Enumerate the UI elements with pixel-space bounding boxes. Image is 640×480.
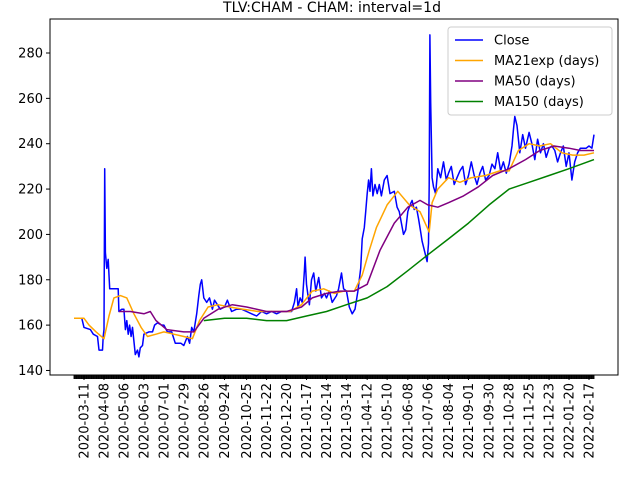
y-tick-label: 180 xyxy=(18,273,43,288)
plot-frame xyxy=(49,18,619,376)
x-tick-label: 2021-03-14 xyxy=(340,383,355,459)
x-tick-label: 2022-01-20 xyxy=(563,383,578,459)
x-tick-label: 2021-11-25 xyxy=(523,383,538,459)
plot-area xyxy=(74,34,595,358)
y-tick-label: 280 xyxy=(18,47,43,62)
y-tick-label: 240 xyxy=(18,137,43,152)
x-tick-label: 2021-09-30 xyxy=(483,383,498,459)
legend-label: MA150 (days) xyxy=(494,95,584,110)
x-tick-label: 2020-04-08 xyxy=(98,383,113,459)
x-tick-label: 2020-05-06 xyxy=(117,383,132,459)
legend-label: Close xyxy=(494,34,529,49)
y-tick-label: 160 xyxy=(18,319,43,334)
series-line-close xyxy=(74,34,595,358)
x-tick-label: 2021-04-12 xyxy=(361,383,376,459)
x-tick-label: 2021-08-04 xyxy=(442,383,457,459)
chart-title: TLV:CHAM - CHAM: interval=1d xyxy=(222,0,441,16)
x-tick-label: 2020-06-03 xyxy=(137,383,152,459)
x-tick-label: 2021-01-17 xyxy=(300,383,315,459)
legend-label: MA21exp (days) xyxy=(494,54,599,69)
x-minor-ticks xyxy=(73,375,595,379)
series-line-ma150-days xyxy=(203,158,595,322)
legend-label: MA50 (days) xyxy=(494,75,576,90)
y-tick-label: 200 xyxy=(18,228,43,243)
x-tick-label: 2021-12-23 xyxy=(543,383,558,459)
x-tick-label: 2021-06-08 xyxy=(401,383,416,459)
y-tick-label: 260 xyxy=(18,92,43,107)
x-tick-label: 2020-07-29 xyxy=(177,383,192,459)
series-lines xyxy=(74,34,595,358)
series-line-ma50-days xyxy=(118,145,594,333)
x-tick-label: 2020-07-01 xyxy=(157,383,172,459)
x-tick-label: 2021-02-14 xyxy=(320,383,335,459)
y-tick-label: 220 xyxy=(18,183,43,198)
x-tick-label: 2020-08-26 xyxy=(197,383,212,459)
x-tick-label: 2020-12-20 xyxy=(280,383,295,459)
x-tick-label: 2022-02-17 xyxy=(583,383,598,459)
x-tick-label: 2021-10-28 xyxy=(503,383,518,459)
legend: Close MA21exp (days) MA50 (days) MA150 (day… xyxy=(447,26,613,116)
x-tick-label: 2020-03-11 xyxy=(78,383,93,459)
x-tick-label: 2020-09-24 xyxy=(218,383,233,459)
x-tick-label: 2021-05-10 xyxy=(381,383,396,459)
series-line-ma21exp-days xyxy=(74,142,595,340)
x-tick-label: 2021-07-06 xyxy=(421,383,436,459)
y-tick-label: 140 xyxy=(18,364,43,379)
x-tick-label: 2020-10-25 xyxy=(240,383,255,459)
x-tick-label: 2020-11-22 xyxy=(260,383,275,459)
x-tick-label: 2021-09-01 xyxy=(462,383,477,459)
legend-box xyxy=(447,26,613,116)
axes: 140 160 180 200 220 240 260 280 2020-03-11 2020-0… xyxy=(18,18,619,459)
